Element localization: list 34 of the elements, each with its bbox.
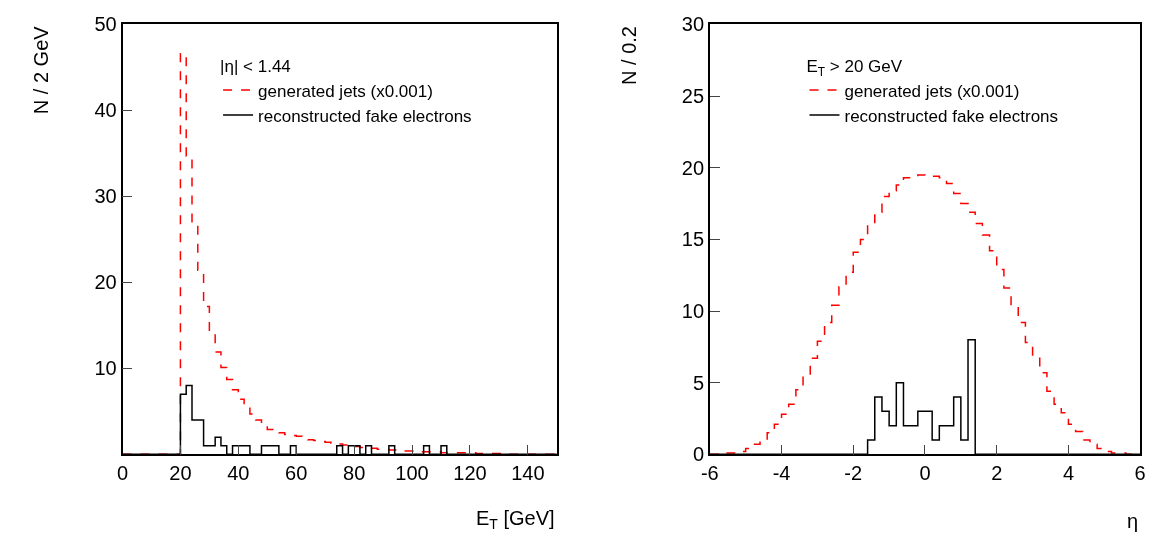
x-tick-label: 4 (1062, 462, 1074, 485)
x-tick-label: -4 (772, 462, 791, 485)
x-axis-title: E$_{T}$ [GeV] (476, 507, 555, 533)
x-tick-label: -2 (844, 462, 863, 485)
x-tick-label: 20 (169, 462, 192, 485)
y-tick-label: 30 (94, 185, 117, 208)
y-tick-label: 10 (94, 357, 117, 380)
y-axis-title: N / 0.2 (618, 26, 641, 85)
y-tick-label: 10 (681, 300, 705, 323)
x-tick-label: 60 (285, 462, 308, 485)
x-tick-label: 0 (919, 462, 931, 485)
legend-title: E$_{T}$ > 20 GeV (806, 57, 903, 79)
y-tick-label: 15 (681, 228, 705, 251)
x-tick-label: 100 (395, 462, 429, 485)
y-tick-label: 30 (681, 13, 705, 36)
y-tick-label: 25 (681, 85, 705, 108)
legend-label: generated jets (x0.001) (258, 81, 433, 101)
x-tick-label: 2 (991, 462, 1003, 485)
legend-title: |η| < 1.44 (220, 57, 291, 77)
y-tick-label: 20 (681, 156, 705, 179)
y-tick-label: 40 (94, 99, 117, 122)
x-tick-label: 140 (511, 462, 545, 485)
legend-label: reconstructed fake electrons (844, 106, 1059, 126)
x-tick-label: 6 (1134, 462, 1146, 485)
y-tick-label: 50 (94, 13, 117, 36)
x-tick-label: 120 (453, 462, 487, 485)
x-tick-label: 40 (227, 462, 250, 485)
y-axis-title: N / 2 GeV (30, 25, 53, 115)
x-axis-title: η (1127, 510, 1139, 532)
y-tick-label: 5 (692, 371, 705, 394)
x-tick-label: 80 (343, 462, 366, 485)
legend-label: reconstructed fake electrons (258, 106, 472, 126)
y-tick-label: 20 (94, 271, 117, 294)
legend-label: generated jets (x0.001) (844, 81, 1020, 101)
